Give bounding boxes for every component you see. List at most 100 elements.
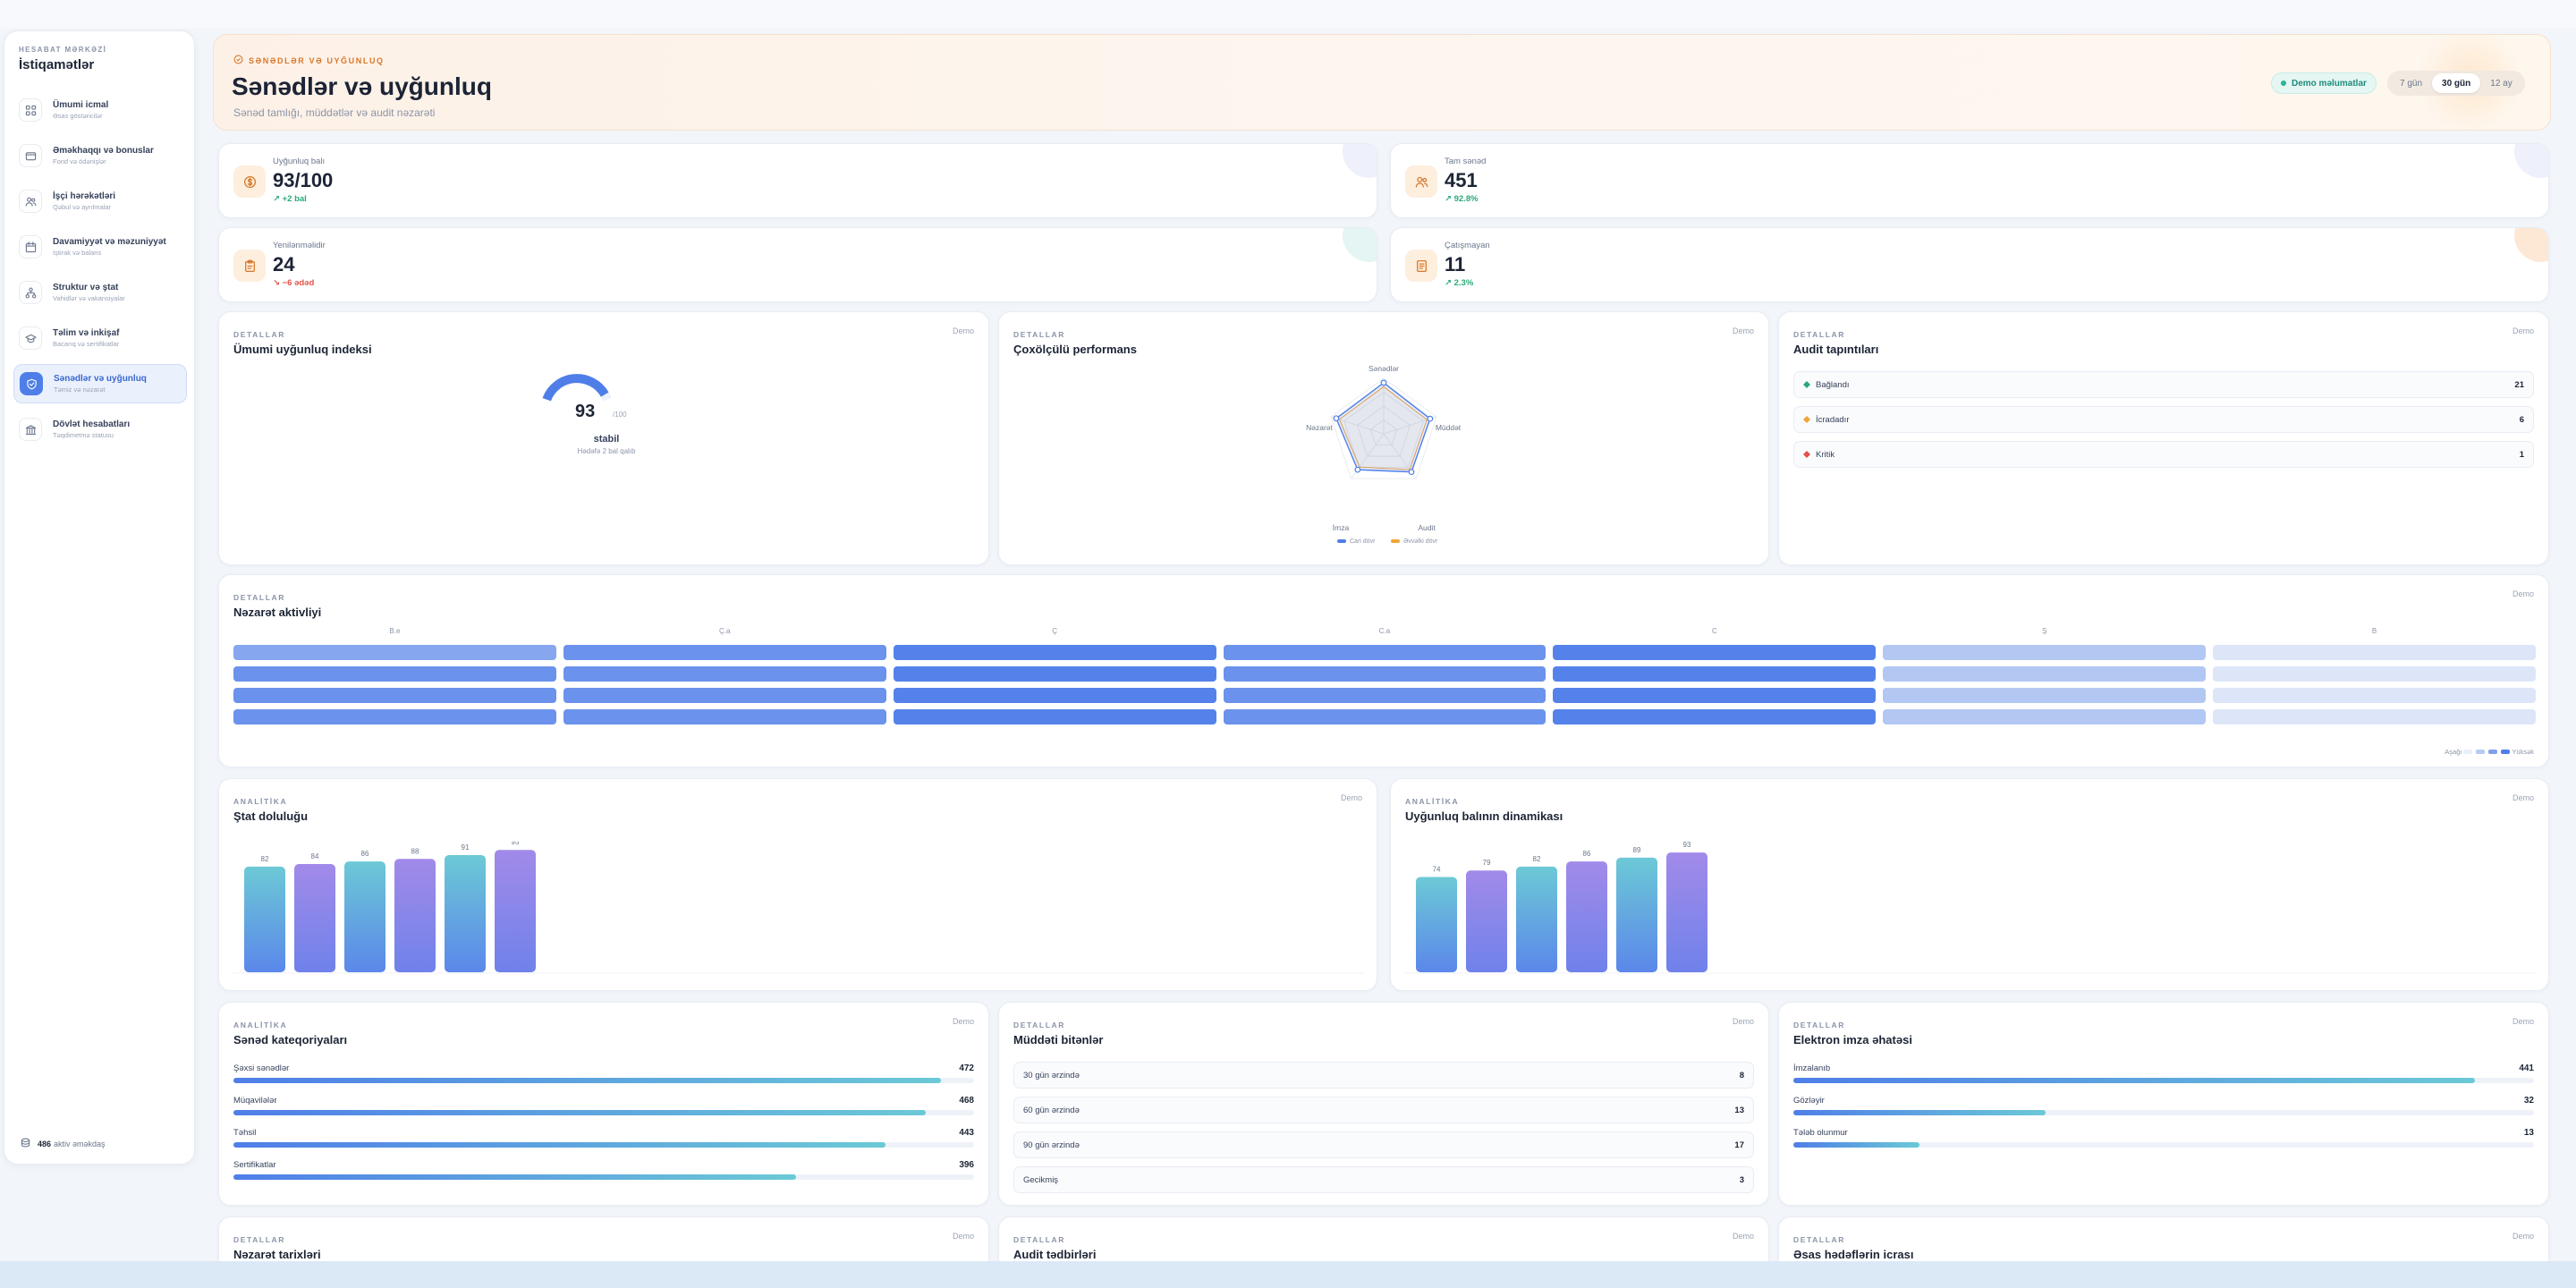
sidebar-nav: Ümumi icmal Əsas göstəricilər Əməkhaqqı və… bbox=[13, 90, 187, 455]
progress-label: Tələb olunmur bbox=[1793, 1128, 1848, 1138]
heatmap-cell bbox=[1883, 666, 2207, 682]
diamond-icon bbox=[1803, 451, 1810, 458]
panel-title: Müddəti bitənlər bbox=[1013, 1033, 1104, 1046]
progress-fill bbox=[1793, 1142, 1919, 1148]
heatmap-column-label: B.e bbox=[389, 627, 401, 635]
panel-eyebrow: DETALLAR bbox=[1013, 1235, 1065, 1244]
gauge-chart bbox=[542, 374, 612, 402]
panel-eyebrow: DETALLAR bbox=[233, 1235, 285, 1244]
progress-label: Gözləyir bbox=[1793, 1096, 1825, 1106]
sidebar-item-sub: Bacarıq və sertifikatlar bbox=[53, 340, 120, 348]
heatmap-cell bbox=[1883, 688, 2207, 703]
stat-card-4: Çatışmayan 11 ↗ 2.3% bbox=[1390, 227, 2549, 302]
progress-value: 441 bbox=[2519, 1063, 2534, 1073]
stat-label: Çatışmayan bbox=[1445, 241, 1490, 250]
trend-arrow-icon: ↗ bbox=[273, 194, 280, 204]
progress-fill bbox=[1793, 1078, 2475, 1083]
period-selector: 7 gün 30 gün 12 ay bbox=[2387, 71, 2525, 96]
panel-demo-label: Demo bbox=[1732, 1232, 1754, 1241]
page-subtitle: Sənəd tamlığı, müddətlər və audit nəzarə… bbox=[233, 106, 436, 119]
sidebar-item-1[interactable]: Ümumi icmal Əsas göstəricilər bbox=[13, 90, 187, 130]
stat-card-3: Yenilənməlidir 24 ↘ −6 ədəd bbox=[218, 227, 1377, 302]
chart-bar bbox=[294, 864, 335, 972]
sidebar-item-7[interactable]: Sənədlər və uyğunluq Təmiz və nəzarət bbox=[13, 364, 187, 403]
chart-bar bbox=[1416, 877, 1457, 972]
heatmap-column-label: Ç.a bbox=[719, 627, 731, 635]
chart-bar bbox=[1516, 866, 1557, 972]
progress-label: Müqavilələr bbox=[233, 1096, 277, 1106]
heatmap-column-label: C bbox=[1711, 627, 1717, 635]
stat-value: 451 bbox=[1445, 169, 1478, 191]
sidebar-item-sub: Təmiz və nəzarət bbox=[54, 386, 106, 394]
list-item: 90 gün ərzində 17 bbox=[1013, 1131, 1754, 1158]
stat-value: 11 bbox=[1445, 253, 1466, 275]
chart-data-label: 93 bbox=[1683, 842, 1691, 849]
panel-demo-label: Demo bbox=[952, 1017, 974, 1026]
diamond-icon bbox=[1803, 416, 1810, 423]
period-option-3[interactable]: 12 ay bbox=[2490, 78, 2512, 89]
radar-grid bbox=[1357, 405, 1411, 457]
demo-badge-text: Demo məlumatlar bbox=[2292, 78, 2367, 89]
trend-arrow-icon: ↗ bbox=[1445, 194, 1452, 204]
panel-eyebrow: DETALLAR bbox=[233, 330, 285, 339]
sidebar-item-4[interactable]: Davamiyyət və məzuniyyət İştirak və balan… bbox=[13, 227, 187, 267]
sidebar-item-3[interactable]: İşçi hərəkətləri Qəbul və ayrılmalar bbox=[13, 182, 187, 221]
list-item: Bağlandı 21 bbox=[1793, 371, 2534, 398]
panel-demo-label: Demo bbox=[952, 326, 974, 335]
panel-demo-label: Demo bbox=[2512, 589, 2534, 598]
radar-grid bbox=[1343, 392, 1424, 469]
page-header: SƏNƏDLƏR VƏ UYĞUNLUQ Sənədlər və uyğunlu… bbox=[213, 34, 2551, 131]
sidebar-header: HESABAT MƏRKƏZİ İstiqamətlər bbox=[19, 46, 106, 72]
heatmap-cell bbox=[563, 709, 886, 724]
sidebar-item-5[interactable]: Struktur və ştat Vahidlər və vakansiyalar bbox=[13, 273, 187, 312]
radar-point bbox=[1333, 415, 1340, 422]
list-item-label: 90 gün ərzində bbox=[1023, 1140, 1080, 1150]
radar-axis-label: Audit bbox=[1418, 523, 1436, 532]
gauge-fill bbox=[542, 374, 609, 402]
heatmap-cell bbox=[563, 645, 886, 660]
gauge-status: stabil bbox=[593, 434, 620, 445]
esignature-coverage-panel: DETALLAR Elektron imza əhatəsi Demo İmza… bbox=[1778, 1002, 2549, 1206]
progress-track bbox=[233, 1078, 974, 1083]
panel-title: Nəzarət tarixləri bbox=[233, 1248, 321, 1261]
compliance-index-panel: DETALLAR Ümumi uyğunluq indeksi Demo 93 … bbox=[218, 311, 989, 565]
panel-demo-label: Demo bbox=[2512, 793, 2534, 802]
header-eyebrow: SƏNƏDLƏR VƏ UYĞUNLUQ bbox=[233, 55, 385, 66]
heatmap-cell bbox=[1223, 709, 1546, 724]
period-option-2[interactable]: 30 gün bbox=[2432, 73, 2481, 93]
diamond-icon bbox=[1803, 381, 1810, 388]
sidebar-item-2[interactable]: Əməkhaqqı və bonuslar Fond və ödənişlər bbox=[13, 136, 187, 175]
sidebar-item-6[interactable]: Təlim və inkişaf Bacarıq və sertifikatlar bbox=[13, 318, 187, 358]
progress-item: Gözləyir 32 bbox=[1793, 1096, 2534, 1128]
panel-title: Əsas hədəflərin icrası bbox=[1793, 1248, 1914, 1261]
panel-eyebrow: ANALİTİKA bbox=[233, 1021, 288, 1030]
panel-eyebrow: DETALLAR bbox=[1793, 330, 1845, 339]
panel-title: Audit tapıntıları bbox=[1793, 343, 1879, 356]
sidebar-item-label: Dövlət hesabatları bbox=[53, 419, 131, 429]
progress-value: 396 bbox=[959, 1160, 974, 1170]
heatmap-cell bbox=[563, 666, 886, 682]
performance-radar-panel: DETALLAR Çoxölçülü performans Demo Sənəd… bbox=[998, 311, 1769, 565]
radar-axis-label: İmza bbox=[1333, 523, 1350, 532]
heatmap-cell bbox=[893, 666, 1216, 682]
bottom-strip bbox=[0, 1261, 2576, 1288]
chart-data-label: 86 bbox=[361, 850, 369, 858]
list-item-value: 21 bbox=[2514, 379, 2524, 390]
wallet-icon bbox=[19, 144, 42, 167]
progress-value: 472 bbox=[959, 1063, 974, 1073]
stat-label: Uyğunluq balı bbox=[273, 157, 326, 166]
panel-title: Nəzarət aktivliyi bbox=[233, 606, 322, 619]
chart-bar bbox=[1466, 870, 1507, 972]
shield-check-icon bbox=[20, 372, 43, 395]
progress-fill bbox=[233, 1142, 886, 1148]
dashboard-icon bbox=[19, 98, 42, 122]
progress-item: İmzalanıb 441 bbox=[1793, 1063, 2534, 1096]
sidebar-item-8[interactable]: Dövlət hesabatları Təqdimetmə statusu bbox=[13, 410, 187, 449]
panel-eyebrow: DETALLAR bbox=[1013, 1021, 1065, 1030]
progress-item: Müqavilələr 468 bbox=[233, 1096, 974, 1128]
heatmap-cell bbox=[1883, 709, 2207, 724]
demo-data-badge: Demo məlumatlar bbox=[2271, 72, 2377, 94]
gauge-max: /100 bbox=[613, 411, 627, 419]
calendar-icon bbox=[19, 235, 42, 258]
period-option-1[interactable]: 7 gün bbox=[2400, 78, 2423, 89]
